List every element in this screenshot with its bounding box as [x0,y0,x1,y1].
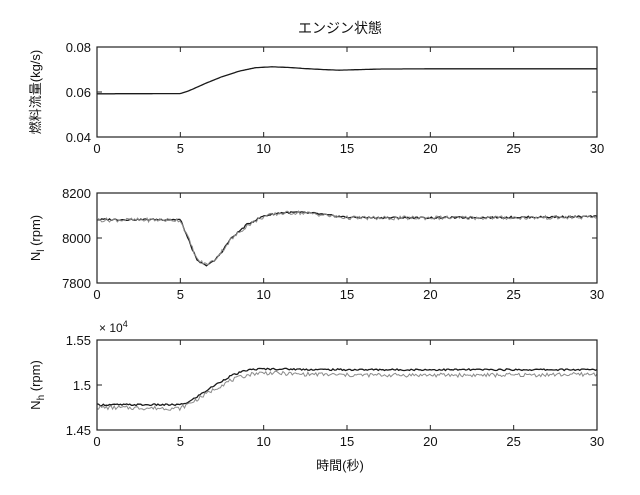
x-tick-label: 20 [423,141,437,156]
series-line-1 [97,66,597,95]
x-tick-label: 20 [423,287,437,302]
x-tick-label: 25 [506,434,520,449]
plot-frame [96,192,598,284]
chart-panel-2: 0 5 10 15 20 25 30 7800 8000 8200 Nl (rpm) [28,186,604,302]
x-axis-label: 時間(秒) [316,458,364,473]
y-tick-label: 1.5 [73,378,91,393]
x-tick-label: 10 [256,434,270,449]
x-tick-label: 25 [506,287,520,302]
x-tick-label: 30 [590,287,604,302]
x-tick-label: 15 [340,434,354,449]
series-line-1 [97,211,597,267]
plot-frame [96,339,598,431]
y-axis-label: Nl (rpm) [28,215,47,261]
x-tick-label: 20 [423,434,437,449]
x-tick-label: 5 [177,287,184,302]
y-tick-label: 1.55 [66,333,91,348]
x-tick-label: 25 [506,141,520,156]
y-exponent-label: × 104 [99,319,128,335]
x-tick-label: 10 [256,287,270,302]
chart-panel-3: 0 5 10 15 20 25 30 1.45 1.5 1.55 × 104 Nh (rpm) [28,319,604,449]
x-tick-label: 30 [590,141,604,156]
y-tick-label: 8200 [62,186,91,201]
series-line-2 [97,370,597,412]
y-tick-label: 0.08 [66,40,91,55]
x-tick-label: 5 [177,141,184,156]
y-tick-label: 0.04 [66,130,91,145]
x-tick-label: 30 [590,434,604,449]
figure-title: エンジン状態 [298,20,382,36]
y-axis-label: 燃料流量(kg/s) [28,50,43,135]
y-tick-label: 7800 [62,276,91,291]
x-tick-label: 5 [177,434,184,449]
x-tick-label: 0 [93,287,100,302]
chart-panels: 0 5 10 15 20 25 30 0.04 0.06 0.08 燃料流量(kg/s) 0 5 10 15… [28,40,604,449]
x-tick-label: 10 [256,141,270,156]
x-tick-label: 15 [340,287,354,302]
plot-frame [96,46,598,138]
y-axis-label: Nh (rpm) [28,360,47,410]
y-tick-label: 1.45 [66,423,91,438]
x-tick-label: 0 [93,434,100,449]
y-tick-label: 8000 [62,231,91,246]
y-tick-label: 0.06 [66,85,91,100]
series-line-2 [97,210,597,266]
x-tick-label: 15 [340,141,354,156]
chart-panel-1: 0 5 10 15 20 25 30 0.04 0.06 0.08 燃料流量(kg/s) [28,40,604,156]
series-line-1 [97,367,597,407]
x-tick-label: 0 [93,141,100,156]
